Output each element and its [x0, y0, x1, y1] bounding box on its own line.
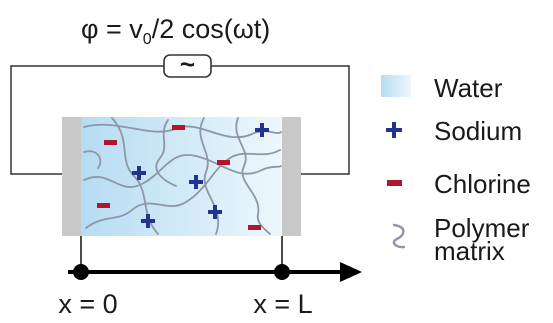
legend: Water Sodium Chlorine Polymer matrix — [381, 73, 537, 266]
water-region — [81, 117, 282, 236]
axis-arrowhead — [340, 262, 362, 282]
polymer-legend-icon — [392, 223, 406, 249]
chlorine-legend-icon — [387, 180, 402, 186]
axis-end-dot — [274, 264, 290, 280]
voltage-formula: φ = v0/2 cos(ωt) — [81, 14, 270, 48]
right-electrode — [282, 117, 301, 236]
sodium-ion — [141, 214, 155, 228]
axis-end-label: x = L — [253, 289, 312, 319]
ac-source-box — [163, 54, 212, 78]
polymer-legend-line-2: matrix — [434, 236, 505, 266]
ions — [97, 123, 269, 230]
sodium-legend-label: Sodium — [434, 116, 522, 146]
ac-source-icon: ~ — [180, 49, 195, 79]
polymer-legend-line-1: Polymer — [434, 213, 530, 243]
axis-origin-dot — [73, 264, 89, 280]
water-legend-label: Water — [434, 73, 503, 103]
sodium-ion — [255, 123, 269, 137]
chlorine-ion — [97, 203, 110, 208]
sodium-ion — [208, 205, 222, 219]
chlorine-ion — [104, 140, 117, 145]
polymer-legend-label: Polymer matrix — [434, 213, 537, 266]
sodium-ion — [189, 175, 203, 189]
chlorine-ion — [217, 160, 230, 165]
sodium-ion — [132, 166, 146, 180]
polymer-strand — [235, 117, 271, 235]
left-electrode — [62, 117, 81, 236]
chlorine-ion — [248, 225, 261, 230]
polymer-strand — [155, 119, 177, 187]
position-axis: x = 0 x = L — [58, 236, 362, 319]
polymer-strand — [83, 150, 102, 169]
sodium-legend-icon — [386, 122, 402, 138]
formula-subscript: 0 — [143, 31, 152, 48]
chlorine-legend-label: Chlorine — [434, 169, 531, 199]
polymer-strand — [85, 149, 281, 229]
axis-start-label: x = 0 — [58, 289, 117, 319]
formula-suffix: /2 cos(ωt) — [152, 14, 271, 44]
circuit-wire — [10, 65, 350, 175]
polymer-strand — [83, 154, 282, 188]
water-legend-swatch — [381, 75, 411, 97]
formula-prefix: φ = v — [81, 14, 143, 44]
chlorine-ion — [172, 125, 185, 130]
